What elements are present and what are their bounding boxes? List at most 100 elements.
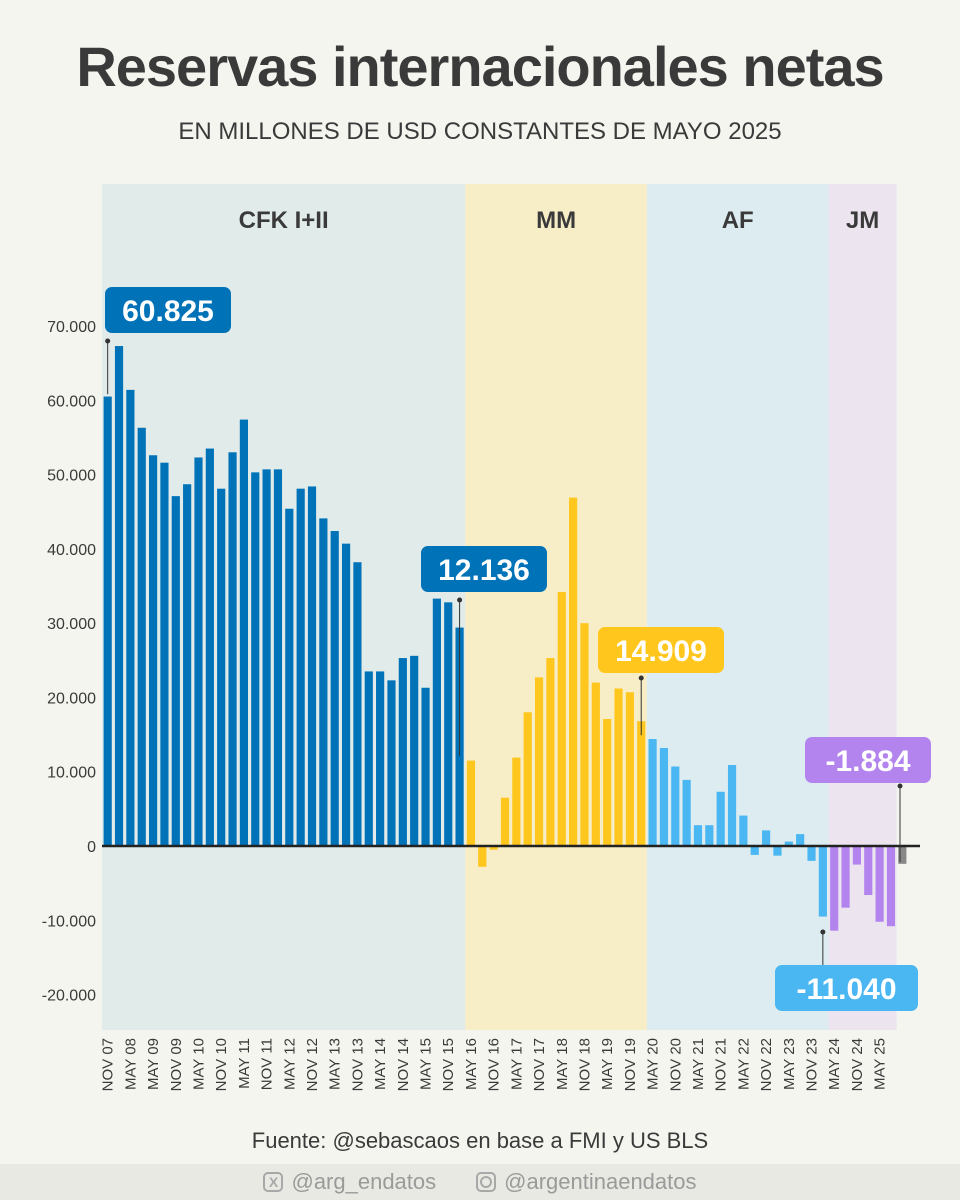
bar bbox=[273, 469, 283, 846]
x-tick-label: NOV 09 bbox=[168, 1038, 185, 1091]
bar bbox=[137, 427, 146, 846]
x-tick-label: NOV 07 bbox=[100, 1038, 117, 1091]
bar bbox=[330, 531, 339, 846]
bar bbox=[830, 846, 839, 931]
bar bbox=[148, 455, 158, 846]
bar bbox=[205, 448, 214, 846]
bar bbox=[546, 658, 555, 846]
bar bbox=[671, 766, 680, 846]
x-tick-label: MAY 12 bbox=[281, 1038, 298, 1090]
instagram-icon bbox=[476, 1172, 497, 1192]
bar bbox=[784, 841, 793, 846]
bar bbox=[614, 688, 623, 846]
y-tick-label: 30.000 bbox=[47, 616, 96, 633]
annotation-dot bbox=[457, 597, 463, 603]
x-tick-label: MAY 21 bbox=[690, 1038, 707, 1090]
bar bbox=[898, 846, 907, 864]
y-tick-label: 40.000 bbox=[47, 542, 96, 559]
bar bbox=[421, 687, 430, 846]
bar bbox=[659, 747, 669, 846]
bar bbox=[727, 765, 737, 846]
bar bbox=[171, 496, 180, 846]
period-label: CFK I+II bbox=[239, 207, 329, 234]
x-tick-label: MAY 08 bbox=[122, 1038, 139, 1090]
x-tick-label: MAY 09 bbox=[145, 1038, 162, 1090]
x-tick-label: MAY 15 bbox=[418, 1038, 435, 1090]
bar bbox=[841, 846, 850, 908]
bar bbox=[319, 518, 328, 846]
bar bbox=[580, 623, 589, 846]
bar bbox=[296, 488, 305, 846]
bar bbox=[444, 602, 453, 846]
bar bbox=[523, 712, 532, 846]
bar bbox=[886, 846, 896, 927]
bar bbox=[114, 346, 124, 846]
bar bbox=[852, 846, 862, 865]
annotation-label: -11.040 bbox=[796, 973, 896, 1006]
bar bbox=[796, 834, 805, 846]
period-background bbox=[465, 184, 647, 1030]
bar bbox=[750, 846, 759, 855]
bar bbox=[569, 497, 578, 846]
bar bbox=[410, 655, 419, 846]
bar bbox=[478, 846, 487, 867]
annotation-label: 60.825 bbox=[122, 295, 214, 328]
x-tick-label: NOV 17 bbox=[531, 1038, 548, 1091]
annotation-dot bbox=[820, 929, 826, 935]
period-label: JM bbox=[846, 207, 879, 234]
bar bbox=[183, 484, 192, 846]
bar bbox=[637, 721, 646, 846]
bar bbox=[603, 718, 612, 846]
x-logo-icon: X bbox=[263, 1172, 284, 1192]
annotation-dot bbox=[897, 783, 903, 789]
instagram-handle-group[interactable]: @argentinaendatos bbox=[476, 1169, 697, 1195]
bar bbox=[739, 815, 748, 846]
bar bbox=[591, 682, 600, 846]
y-tick-label: -10.000 bbox=[42, 913, 96, 930]
instagram-handle[interactable]: @argentinaendatos bbox=[504, 1169, 697, 1194]
annotation-label: -1.884 bbox=[825, 745, 910, 778]
x-tick-label: NOV 16 bbox=[486, 1038, 503, 1091]
y-tick-label: 50.000 bbox=[47, 468, 96, 485]
annotation-box bbox=[105, 287, 231, 333]
x-tick-label: NOV 24 bbox=[849, 1038, 866, 1091]
x-tick-label: MAY 18 bbox=[554, 1038, 571, 1090]
bar bbox=[160, 462, 169, 846]
x-tick-label: MAY 11 bbox=[236, 1038, 253, 1089]
bar bbox=[773, 846, 782, 856]
twitter-handle-group[interactable]: X @arg_endatos bbox=[263, 1169, 436, 1195]
x-tick-label: NOV 15 bbox=[440, 1038, 457, 1091]
x-tick-label: NOV 13 bbox=[349, 1038, 366, 1091]
annotation-dot bbox=[105, 338, 111, 344]
bar bbox=[648, 739, 657, 846]
x-tick-label: NOV 23 bbox=[804, 1038, 821, 1091]
bar bbox=[398, 658, 407, 846]
bar bbox=[353, 562, 362, 846]
x-tick-label: NOV 22 bbox=[758, 1038, 775, 1091]
bar bbox=[512, 757, 521, 846]
bar bbox=[228, 452, 237, 846]
annotation-dot bbox=[638, 675, 644, 681]
x-tick-label: MAY 10 bbox=[190, 1038, 207, 1090]
bar bbox=[262, 469, 271, 846]
twitter-handle[interactable]: @arg_endatos bbox=[291, 1169, 437, 1194]
bar bbox=[625, 692, 634, 846]
bar bbox=[500, 797, 510, 846]
bar bbox=[251, 472, 260, 846]
bar bbox=[716, 791, 725, 846]
x-tick-label: MAY 23 bbox=[781, 1038, 798, 1090]
annotation-label: 12.136 bbox=[438, 554, 530, 587]
bar bbox=[364, 671, 373, 846]
bar bbox=[682, 779, 691, 846]
annotation-box bbox=[421, 546, 547, 592]
x-tick-label: MAY 24 bbox=[826, 1038, 843, 1090]
x-tick-label: NOV 21 bbox=[713, 1038, 730, 1091]
chart-title: Reservas internacionales netas bbox=[76, 35, 884, 98]
bar bbox=[103, 396, 112, 846]
x-tick-label: MAY 22 bbox=[735, 1038, 752, 1090]
bar bbox=[217, 488, 226, 846]
x-tick-label: NOV 12 bbox=[304, 1038, 321, 1091]
period-label: MM bbox=[536, 207, 576, 234]
x-tick-label: NOV 11 bbox=[259, 1038, 276, 1090]
period-background bbox=[828, 184, 897, 1030]
